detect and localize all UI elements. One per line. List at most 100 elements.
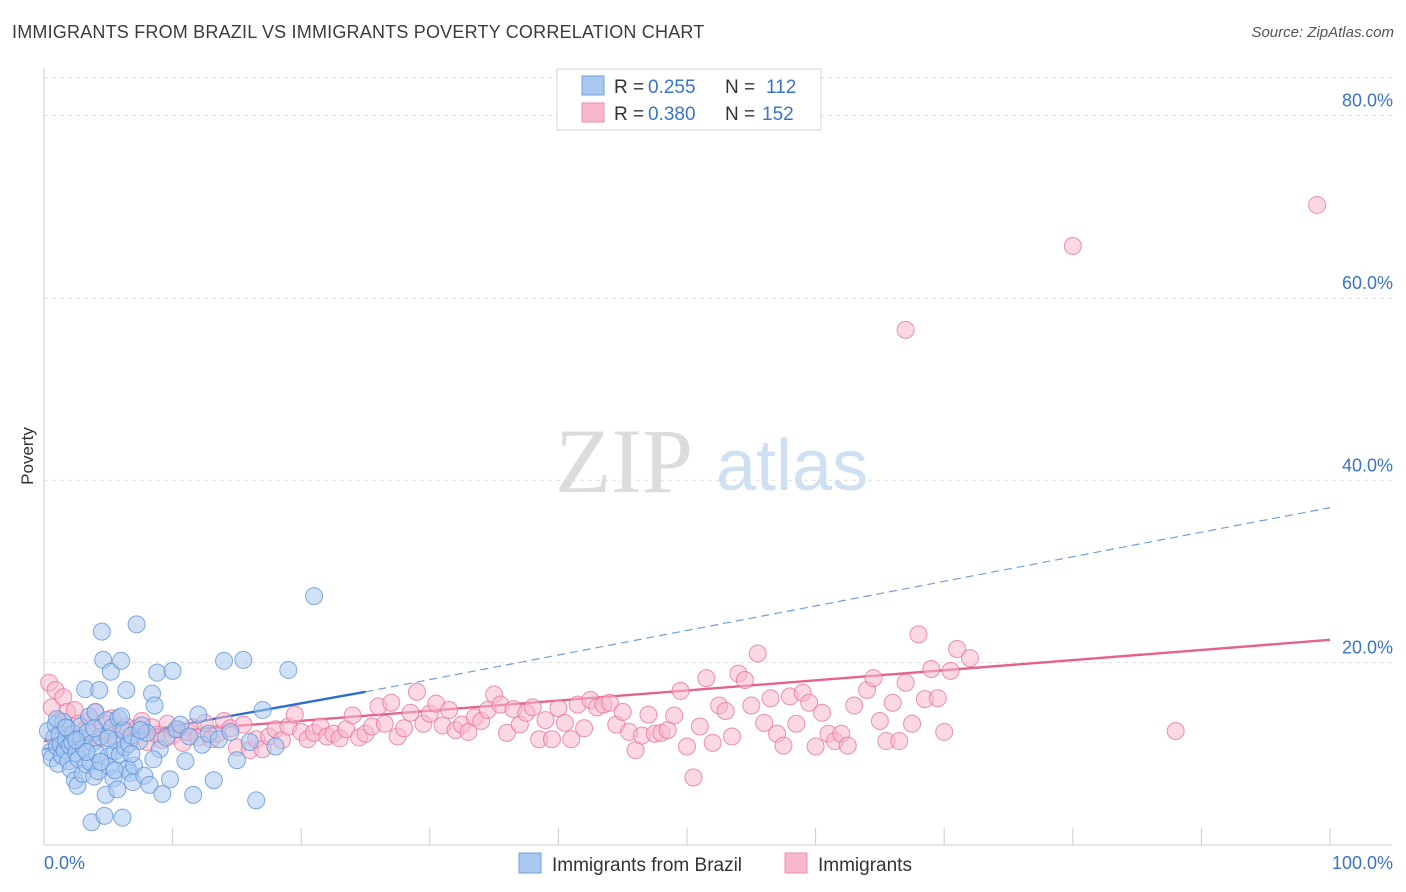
- data-point: [703, 733, 722, 752]
- data-point: [735, 670, 754, 689]
- data-point: [227, 751, 246, 770]
- chart-title: IMMIGRANTS FROM BRAZIL VS IMMIGRANTS POV…: [12, 22, 705, 42]
- data-point: [774, 736, 793, 755]
- data-point: [903, 714, 922, 733]
- watermark-atlas: atlas: [716, 426, 868, 506]
- data-point: [67, 731, 86, 750]
- series-legend-swatch-immigrants: [784, 852, 808, 874]
- data-point: [108, 780, 127, 799]
- data-point: [112, 651, 131, 670]
- data-point: [85, 719, 104, 738]
- data-point: [440, 701, 459, 720]
- data-point: [221, 722, 240, 741]
- legend-swatch-brazil: [581, 75, 605, 96]
- data-point: [184, 785, 203, 804]
- y-tick-label: 60.0%: [1342, 273, 1393, 293]
- data-point: [131, 721, 150, 740]
- x-tick-label: 100.0%: [1332, 853, 1393, 873]
- data-point: [305, 587, 324, 606]
- data-point: [113, 808, 132, 827]
- data-point: [240, 732, 259, 751]
- data-point: [343, 706, 362, 725]
- data-point: [161, 770, 180, 789]
- data-point: [562, 730, 581, 749]
- y-axis-label: Poverty: [18, 427, 37, 485]
- data-point: [575, 719, 594, 738]
- data-point: [1063, 236, 1082, 255]
- y-tick-label: 40.0%: [1342, 455, 1393, 475]
- data-point: [407, 682, 426, 701]
- data-point: [806, 737, 825, 756]
- data-point: [761, 689, 780, 708]
- data-point: [948, 639, 967, 658]
- data-point: [56, 718, 75, 737]
- data-point: [890, 732, 909, 751]
- data-point: [163, 661, 182, 680]
- data-point: [716, 701, 735, 720]
- data-point: [864, 669, 883, 688]
- data-point: [105, 761, 124, 780]
- data-point: [909, 625, 928, 644]
- data-point: [690, 717, 709, 736]
- data-point: [922, 660, 941, 679]
- data-point: [266, 737, 285, 756]
- watermark-zip: ZIP: [555, 410, 693, 512]
- data-point: [896, 673, 915, 692]
- data-point: [935, 722, 954, 741]
- data-point: [382, 693, 401, 712]
- data-point: [122, 744, 141, 763]
- data-point: [928, 689, 947, 708]
- data-point: [401, 703, 420, 722]
- data-point: [99, 729, 118, 748]
- data-point: [176, 752, 195, 771]
- data-point: [189, 705, 208, 724]
- data-point: [755, 713, 774, 732]
- data-point: [941, 661, 960, 680]
- data-point: [542, 730, 561, 749]
- legend-r-label: R =: [614, 77, 644, 98]
- data-point: [204, 771, 223, 790]
- gridlines: [44, 77, 1392, 664]
- y-tick-label: 20.0%: [1342, 638, 1393, 658]
- x-tick-label: 0.0%: [44, 853, 85, 873]
- data-point: [101, 662, 120, 681]
- data-point: [140, 775, 159, 794]
- legend-r-label: R =: [614, 104, 644, 125]
- data-point: [787, 714, 806, 733]
- data-point: [375, 714, 394, 733]
- data-point: [800, 693, 819, 712]
- data-point: [144, 750, 163, 769]
- data-point: [838, 736, 857, 755]
- data-point: [234, 650, 253, 669]
- data-point: [395, 719, 414, 738]
- data-point: [112, 707, 131, 726]
- data-point: [896, 320, 915, 339]
- data-point: [127, 615, 146, 634]
- data-point: [215, 651, 234, 670]
- data-point: [697, 669, 716, 688]
- data-point: [684, 768, 703, 787]
- source-credit: Source: ZipAtlas.com: [1251, 24, 1394, 41]
- data-point: [665, 706, 684, 725]
- data-point: [247, 791, 266, 810]
- data-point: [678, 737, 696, 756]
- series-legend-swatch-brazil: [518, 852, 542, 874]
- legend-n-label: N =: [725, 104, 755, 125]
- data-point: [523, 698, 542, 717]
- data-point: [279, 660, 298, 679]
- stats-legend: R = 0.255 N = 112 R = 0.380 N = 152: [556, 68, 822, 131]
- data-point: [253, 701, 272, 720]
- legend-r-value: 0.255: [648, 77, 696, 98]
- series-legend-label-immigrants: Immigrants: [818, 855, 912, 876]
- data-point: [883, 693, 902, 712]
- data-point: [148, 663, 167, 682]
- trend-lines: [43, 507, 1331, 751]
- data-point: [960, 649, 979, 668]
- data-point: [1308, 195, 1327, 214]
- data-point: [748, 644, 767, 663]
- trend-line-brazil-projection: [365, 507, 1331, 693]
- data-point: [639, 705, 658, 724]
- data-point: [180, 727, 199, 746]
- data-point: [92, 622, 111, 641]
